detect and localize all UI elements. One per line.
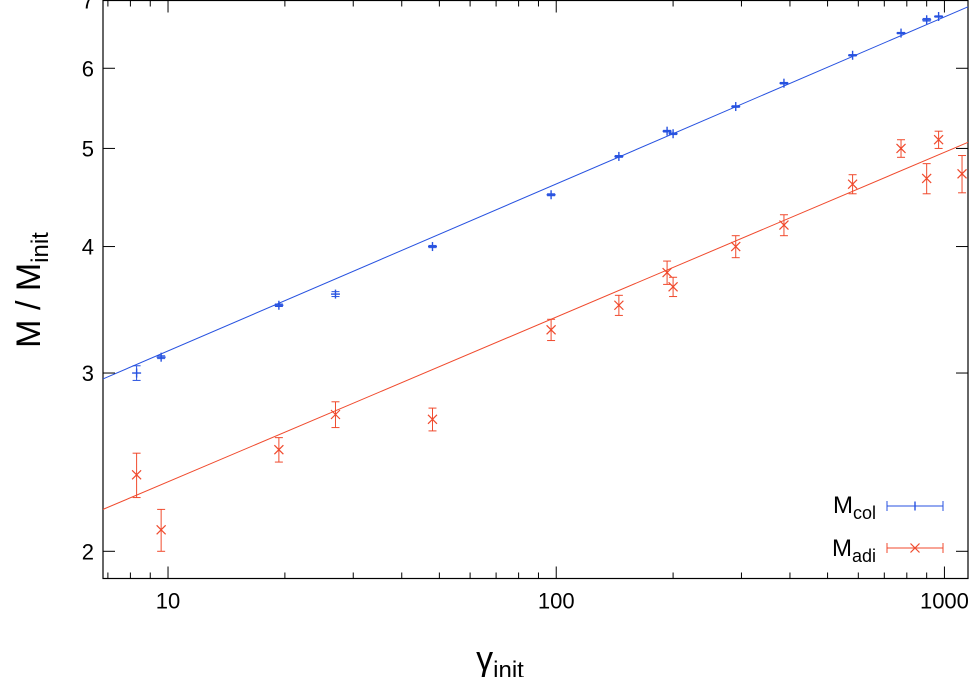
cross-marker-b bbox=[613, 300, 624, 311]
data-point-col bbox=[668, 129, 678, 139]
y-tick-label: 4 bbox=[82, 235, 94, 260]
data-point-adi bbox=[613, 294, 624, 316]
data-point-col bbox=[427, 242, 437, 252]
data-point-adi bbox=[921, 163, 932, 195]
data-point-adi bbox=[662, 260, 673, 285]
legend-cross-b bbox=[910, 543, 920, 553]
x-axis-title: γinit bbox=[476, 640, 524, 677]
cross-marker-b bbox=[427, 414, 438, 425]
plot-frame bbox=[102, 0, 969, 580]
data-point-col bbox=[614, 151, 624, 161]
fit-line-adi bbox=[102, 141, 969, 510]
cross-marker-b bbox=[779, 220, 789, 231]
data-point-col bbox=[330, 289, 340, 299]
cross-marker-b bbox=[730, 241, 741, 252]
y-tick-label: 7 bbox=[82, 0, 94, 14]
data-points bbox=[131, 11, 967, 552]
x-tick-label: 1000 bbox=[920, 589, 969, 614]
data-point-adi bbox=[847, 174, 858, 195]
data-point-adi bbox=[273, 437, 284, 463]
x-tick-label: 100 bbox=[538, 589, 575, 614]
data-point-adi bbox=[957, 155, 967, 194]
data-point-col bbox=[546, 190, 556, 200]
data-point-adi bbox=[933, 130, 944, 149]
legend-key-col bbox=[886, 501, 944, 511]
cross-marker-b bbox=[896, 143, 906, 154]
data-point-col bbox=[922, 15, 932, 25]
data-point-col bbox=[779, 78, 789, 88]
data-point-col bbox=[731, 102, 741, 112]
cross-marker-b bbox=[921, 173, 932, 184]
fit-line-col bbox=[102, 6, 969, 380]
data-point-adi bbox=[668, 276, 679, 298]
fit-lines bbox=[102, 6, 969, 510]
data-point-col bbox=[934, 11, 944, 21]
data-point-col bbox=[132, 365, 142, 381]
y-axis-title: M / Minit bbox=[10, 232, 54, 348]
cross-marker-b bbox=[847, 179, 858, 190]
y-tick-label: 6 bbox=[82, 56, 94, 81]
data-point-col bbox=[274, 300, 284, 310]
data-point-adi bbox=[546, 318, 557, 342]
legend-label-adi: Madi bbox=[832, 535, 876, 566]
data-point-col bbox=[848, 50, 858, 60]
data-point-adi bbox=[131, 452, 142, 499]
data-point-col bbox=[156, 352, 166, 362]
data-point-adi bbox=[427, 407, 438, 432]
legend: Mcol Madi bbox=[832, 492, 944, 566]
cross-marker-b bbox=[330, 409, 341, 420]
cross-marker-b bbox=[957, 168, 967, 179]
data-point-adi bbox=[779, 214, 789, 237]
data-point-col bbox=[896, 28, 906, 38]
y-tick-label: 5 bbox=[82, 136, 94, 161]
legend-key-adi bbox=[886, 543, 944, 553]
cross-marker-b bbox=[156, 524, 167, 535]
cross-marker-b bbox=[273, 444, 284, 455]
y-tick-label: 2 bbox=[82, 539, 94, 564]
cross-marker-b bbox=[546, 324, 557, 335]
data-point-adi bbox=[896, 139, 906, 158]
data-point-adi bbox=[156, 508, 167, 552]
cross-marker-b bbox=[131, 469, 142, 480]
legend-label-col: Mcol bbox=[833, 492, 876, 523]
data-point-col bbox=[662, 126, 672, 136]
y-tick-label: 3 bbox=[82, 361, 94, 386]
data-point-adi bbox=[730, 235, 741, 259]
x-tick-label: 10 bbox=[156, 589, 180, 614]
cross-marker-b bbox=[933, 134, 944, 145]
cross-marker-b bbox=[662, 267, 673, 278]
data-point-adi bbox=[330, 401, 341, 429]
axis-ticks: 10 100 1000 2 3 4 5 6 7 bbox=[82, 0, 969, 614]
cross-marker-b bbox=[668, 281, 679, 292]
